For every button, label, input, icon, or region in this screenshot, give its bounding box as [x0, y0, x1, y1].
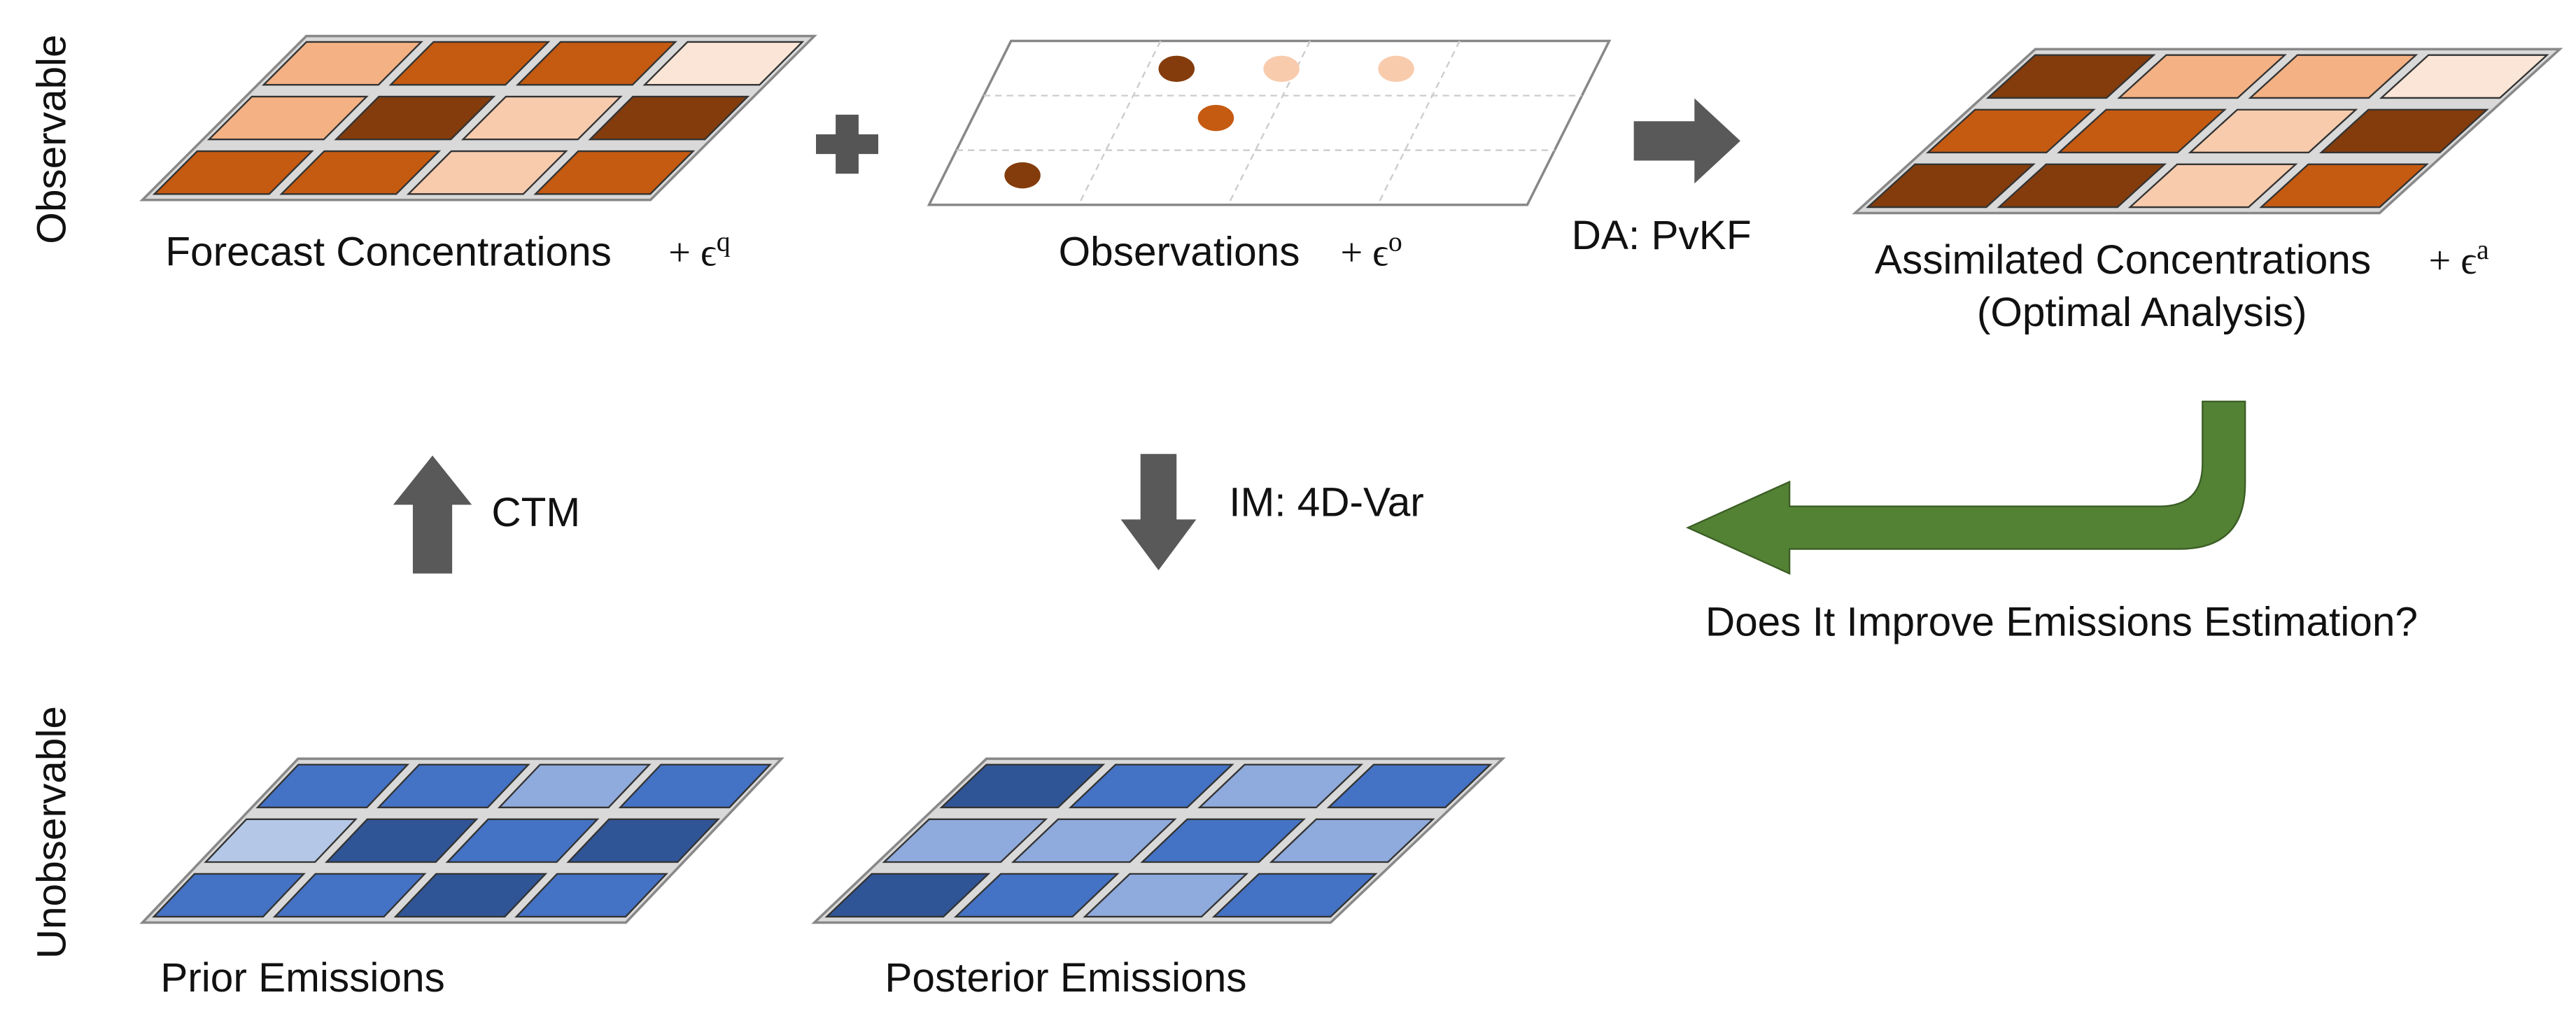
error-term: + ϵq: [668, 226, 730, 274]
grid-line: [1078, 41, 1162, 206]
grid-cell: [618, 763, 773, 809]
side-label: Unobservable: [29, 706, 74, 959]
grid-cell: [1925, 108, 2096, 154]
grid-cell: [460, 95, 623, 141]
grid-sublabel: (Optimal Analysis): [1977, 290, 2307, 335]
grid-cell: [388, 41, 551, 86]
error-term: + ϵo: [1340, 226, 1402, 274]
observation-dot: [1263, 55, 1300, 83]
error-term: + ϵa: [2428, 234, 2489, 283]
grid-cell: [533, 150, 696, 195]
arrow-label: CTM: [491, 490, 580, 535]
grid-cell: [515, 41, 677, 86]
grid-cell: [406, 150, 568, 195]
grid-label: Posterior Emissions: [885, 955, 1246, 1001]
grid-cell: [279, 150, 442, 195]
ctm-arrow: [393, 456, 472, 574]
observation-dot: [1378, 55, 1414, 83]
grid-cell: [953, 873, 1120, 918]
grid-cell: [2057, 108, 2227, 154]
grid-cell: [1866, 163, 2036, 209]
grid-cell: [2127, 163, 2298, 209]
grid-cell: [939, 763, 1106, 809]
grid-label: Forecast Concentrations: [165, 229, 612, 274]
grid-cell: [2259, 163, 2429, 209]
grid-cell: [2248, 54, 2419, 99]
observation-dot: [1197, 104, 1234, 132]
grid-cell: [376, 763, 530, 809]
grid-cell: [272, 873, 427, 918]
arrow-label: DA: PvKF: [1572, 213, 1752, 258]
plus-sign: [816, 114, 879, 174]
side-label: Observable: [29, 34, 74, 244]
grid-cell: [1197, 763, 1364, 809]
grid-cell: [1083, 873, 1249, 918]
grid-cell: [882, 818, 1048, 863]
grid-cell: [514, 873, 668, 918]
grid-cell: [588, 95, 750, 141]
grid-cell: [393, 873, 548, 918]
grids: [139, 34, 2563, 924]
grid-label: Observations: [1059, 229, 1300, 274]
grid-cell: [255, 763, 410, 809]
grid-cell: [1140, 818, 1307, 863]
grid-cell: [566, 818, 721, 863]
grid-cell: [445, 818, 600, 863]
observation-dot: [1004, 162, 1041, 189]
grid-cell: [2188, 108, 2358, 154]
grid-cell: [824, 873, 991, 918]
grid-label: Prior Emissions: [160, 955, 445, 1001]
grid-cell: [1997, 163, 2167, 209]
grid-cell: [1211, 873, 1378, 918]
grid-line: [1377, 41, 1461, 206]
da-arrow: [1633, 98, 1740, 184]
grid-cell: [2318, 108, 2489, 154]
im-arrow: [1120, 453, 1197, 570]
feedback-arrow: [1686, 400, 2246, 575]
grid-cell: [1269, 818, 1435, 863]
grid-cell: [1068, 763, 1234, 809]
grid-cell: [261, 41, 423, 86]
grid-cell: [324, 818, 479, 863]
grid-cell: [204, 818, 358, 863]
observation-dot: [1158, 55, 1195, 83]
grid-cell: [334, 95, 496, 141]
grid-cell: [206, 95, 369, 141]
grid-cell: [152, 150, 314, 195]
grid-label: Assimilated Concentrations: [1875, 237, 2371, 283]
grid-cell: [497, 763, 652, 809]
grid-cell: [642, 41, 805, 86]
grid-cell: [152, 873, 306, 918]
grid-cell: [1326, 763, 1493, 809]
question: Does It Improve Emissions Estimation?: [1705, 600, 2418, 645]
grid-cell: [2117, 54, 2287, 99]
grid-cell: [2379, 54, 2549, 99]
grid-cell: [1011, 818, 1177, 863]
grid-cell: [1985, 54, 2156, 99]
arrow-label: IM: 4D-Var: [1229, 480, 1424, 525]
grid-line: [1227, 41, 1311, 206]
